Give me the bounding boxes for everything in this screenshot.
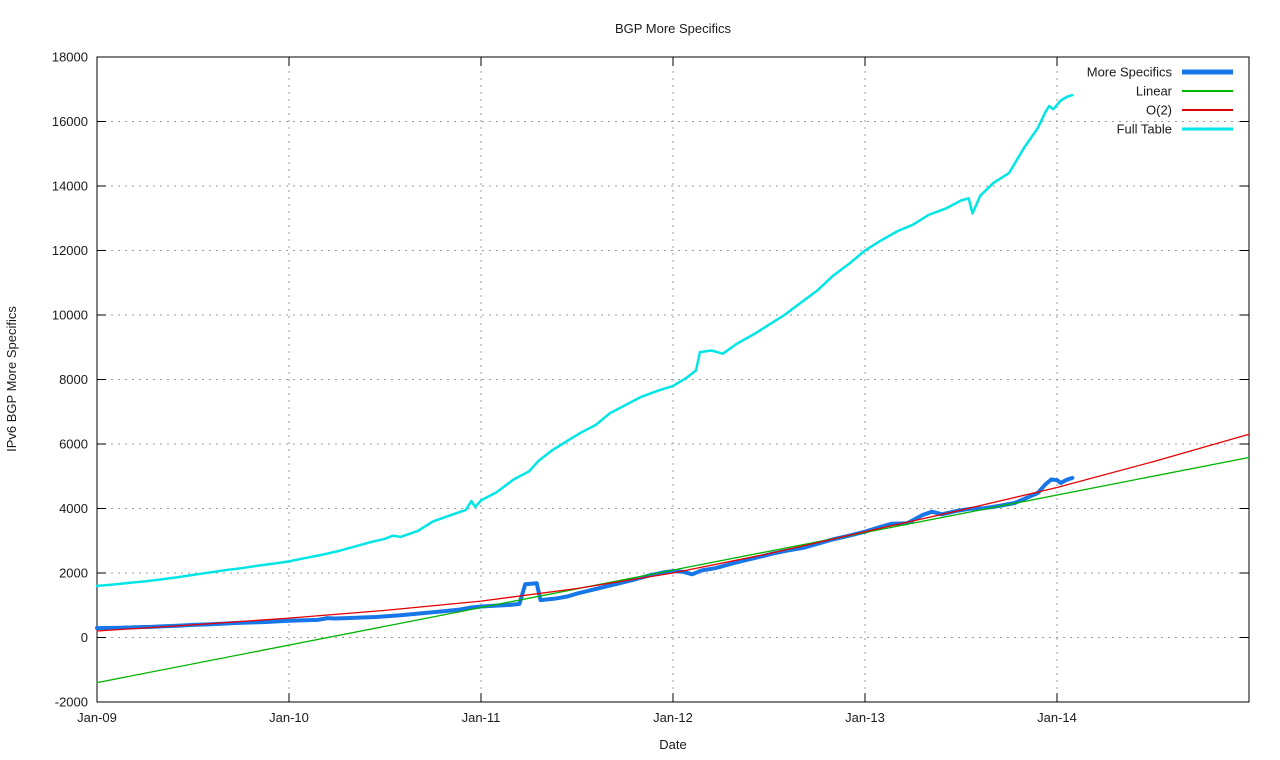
- y-tick-label: 2000: [59, 566, 88, 581]
- legend-label: Full Table: [1117, 122, 1172, 137]
- y-tick-label: -2000: [55, 695, 88, 710]
- y-tick-label: 10000: [52, 308, 88, 323]
- x-tick-label: Jan-14: [1037, 710, 1077, 725]
- x-tick-label: Jan-09: [77, 710, 117, 725]
- data-series: [95, 93, 1250, 684]
- legend-label: Linear: [1136, 84, 1173, 99]
- y-tick-label: 18000: [52, 50, 88, 65]
- gridlines: [97, 57, 1249, 702]
- legend-item-full-table: Full Table: [1117, 122, 1233, 137]
- x-tick-label: Jan-10: [269, 710, 309, 725]
- y-tick-label: 16000: [52, 114, 88, 129]
- legend: More Specifics Linear O(2) Full Table: [1087, 65, 1233, 137]
- legend-item-o-2-: O(2): [1146, 103, 1233, 118]
- y-tick-label: 6000: [59, 437, 88, 452]
- legend-label: More Specifics: [1087, 65, 1173, 80]
- x-tick-label: Jan-11: [462, 710, 501, 725]
- y-tick-label: 14000: [52, 179, 88, 194]
- x-tick-label: Jan-13: [845, 710, 885, 725]
- legend-label: O(2): [1146, 103, 1172, 118]
- y-tick-label: 4000: [59, 501, 88, 516]
- x-tick-label: Jan-12: [653, 710, 693, 725]
- chart-title: BGP More Specifics: [615, 21, 732, 36]
- series-line-linear: [96, 456, 1250, 684]
- y-axis-title: IPv6 BGP More Specifics: [4, 306, 19, 452]
- x-axis-title: Date: [659, 737, 686, 752]
- series-line-full-table: [95, 93, 1074, 588]
- legend-item-more-specifics: More Specifics: [1087, 65, 1233, 80]
- legend-item-linear: Linear: [1136, 84, 1233, 99]
- y-tick-label: 0: [81, 630, 88, 645]
- series-line-more-specifics: [95, 475, 1075, 631]
- y-tick-label: 12000: [52, 243, 88, 258]
- axes: Jan-09 Jan-10 Jan-11 Jan-12 Jan-13 Jan-14 -200…: [52, 50, 1250, 725]
- y-tick-label: 8000: [59, 372, 88, 387]
- series-line-o-2-: [96, 433, 1250, 632]
